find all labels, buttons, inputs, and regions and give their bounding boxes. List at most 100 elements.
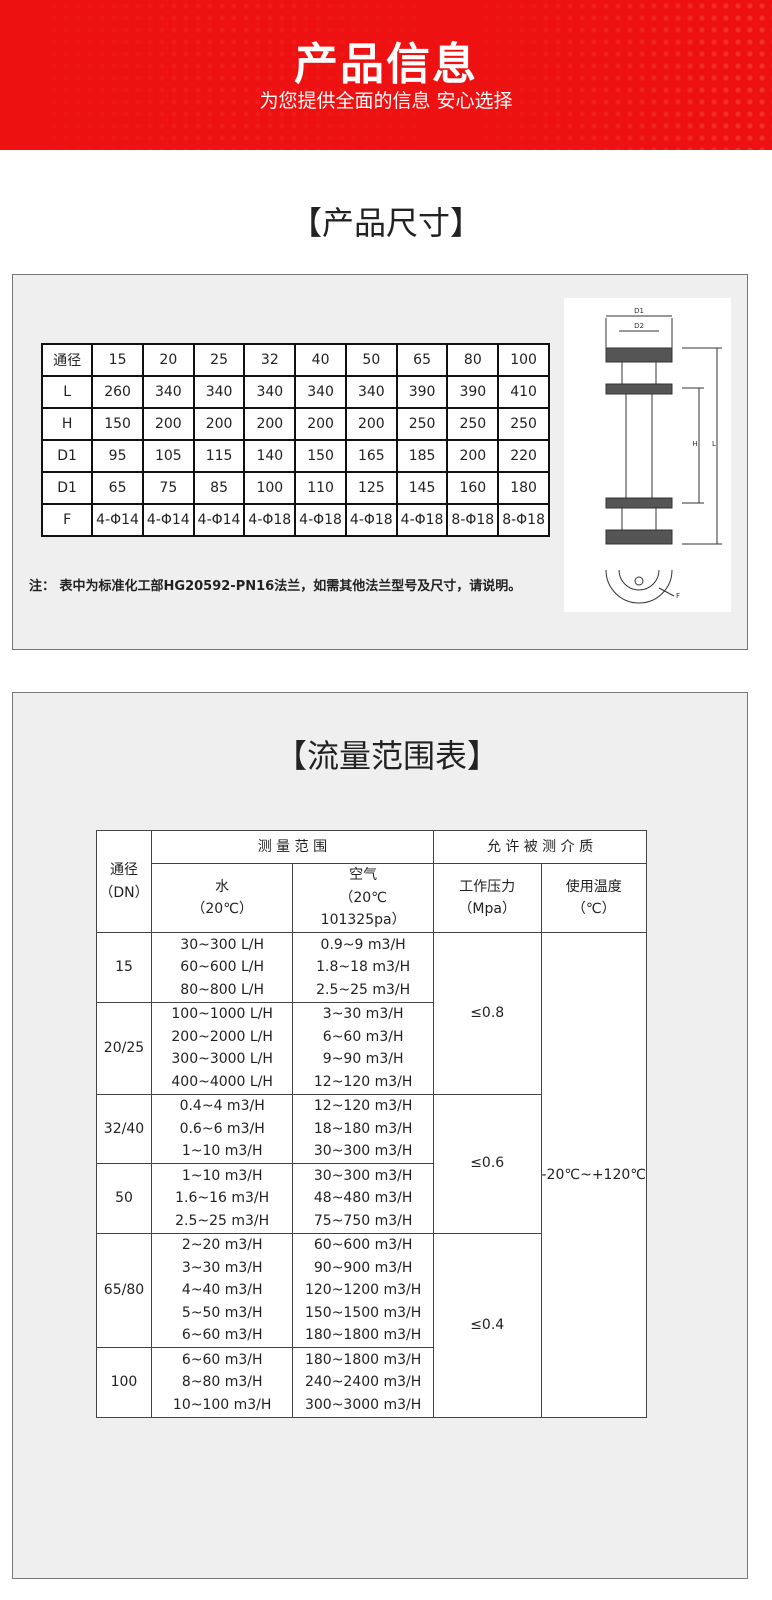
water-cell: 6~60 m3/H 8~80 m3/H 10~100 m3/H <box>150 1347 294 1418</box>
table-cell: 8-Φ18 <box>497 503 550 537</box>
table-cell: 80 <box>446 343 500 377</box>
table-cell: 15 <box>91 343 144 377</box>
cell-line: 100~1000 L/H <box>171 1006 273 1022</box>
cell-line: 60~600 L/H <box>180 959 265 975</box>
table-cell: 4-Φ18 <box>243 503 297 537</box>
table-cell: 115 <box>192 439 246 473</box>
water-cell: 30~300 L/H 60~600 L/H 80~800 L/H <box>150 932 294 1003</box>
hero-banner: 产品信息 为您提供全面的信息 安心选择 <box>0 0 772 150</box>
table-cell: 25 <box>192 343 246 377</box>
table-cell: 200 <box>446 439 500 473</box>
cell-line: 0.4~4 m3/H <box>179 1098 265 1114</box>
diagram-label: D1 <box>634 307 644 315</box>
data-row: 50 1~10 m3/H 1.6~16 m3/H 2.5~25 m3/H 30~300 … <box>96 1163 647 1234</box>
cell-line: 180~1800 m3/H <box>304 1327 422 1343</box>
air-cell: 180~1800 m3/H 240~2400 m3/H 300~3000 m3/H <box>292 1347 434 1418</box>
diagram-label: H <box>692 440 697 448</box>
table-cell: 250 <box>446 407 500 441</box>
hero-title: 产品信息 <box>294 39 478 90</box>
header-cell: 使用温度 （℃） <box>540 863 647 933</box>
table-cell: 200 <box>294 407 347 441</box>
table-cell: 4-Φ18 <box>344 503 398 537</box>
table-cell: 50 <box>344 343 398 377</box>
header-cell: 允 许 被 测 介 质 <box>432 830 648 864</box>
table-cell: 340 <box>294 375 347 409</box>
cell-line: 300~3000 L/H <box>171 1051 273 1067</box>
water-cell: 2~20 m3/H 3~30 m3/H 4~40 m3/H 5~50 m3/H 6~60… <box>150 1232 294 1348</box>
table-cell: 250 <box>395 407 449 441</box>
table-cell: 110 <box>294 471 347 505</box>
table-cell: 95 <box>91 439 144 473</box>
cell-line: 3~30 m3/H <box>181 1259 263 1276</box>
air-cell: 0.9~9 m3/H 1.8~18 m3/H 2.5~25 m3/H <box>292 932 434 1003</box>
table-cell: 410 <box>497 375 550 409</box>
cell-line: 0.9~9 m3/H <box>320 936 406 953</box>
cell-line: 30~300 L/H <box>180 936 265 953</box>
cell-line: （DN） <box>99 884 149 901</box>
header-cell: 水 （20℃） <box>150 863 294 933</box>
dn-cell: 100 <box>96 1347 152 1418</box>
cell-line: 120~1200 m3/H <box>304 1282 422 1298</box>
air-cell: 3~30 m3/H 6~60 m3/H 9~90 m3/H 12~120 m3/H <box>292 1001 434 1095</box>
cell-line: （20℃） <box>191 901 253 917</box>
table-cell: 32 <box>243 343 297 377</box>
table-cell: 340 <box>141 375 195 409</box>
header-cell: 通径 （DN） <box>96 830 152 933</box>
cell-line: 30~300 m3/H <box>313 1143 413 1159</box>
table-cell: 4-Φ18 <box>294 503 347 537</box>
dn-cell: 50 <box>96 1163 152 1234</box>
cell-line: 30~300 m3/H <box>313 1167 413 1184</box>
table-cell: 200 <box>141 407 195 441</box>
table-row: D1 95 105 115 140 150 165 185 200 220 <box>40 439 550 473</box>
cell-line: 空气 <box>349 867 378 884</box>
table-cell: 4-Φ14 <box>192 503 246 537</box>
table-row: D1 65 75 85 100 110 125 145 160 180 <box>40 471 550 505</box>
cell-line: 18~180 m3/H <box>313 1120 413 1137</box>
table-cell: 150 <box>91 407 144 441</box>
water-cell: 0.4~4 m3/H 0.6~6 m3/H 1~10 m3/H <box>150 1093 294 1164</box>
section-title: 【产品尺寸】 <box>289 204 482 242</box>
water-cell: 1~10 m3/H 1.6~16 m3/H 2.5~25 m3/H <box>150 1163 294 1234</box>
table-cell: 通径 <box>40 343 94 377</box>
cell-line: 90~900 m3/H <box>313 1259 413 1276</box>
cell-line: 200~2000 L/H <box>171 1028 273 1045</box>
table-cell: 75 <box>141 471 195 505</box>
table-cell: 340 <box>192 375 246 409</box>
cell-line: 12~120 m3/H <box>313 1098 413 1114</box>
table-cell: 200 <box>192 407 246 441</box>
cell-line: 75~750 m3/H <box>313 1212 413 1229</box>
air-cell: 30~300 m3/H 48~480 m3/H 75~750 m3/H <box>292 1163 434 1234</box>
water-cell: 100~1000 L/H 200~2000 L/H 300~3000 L/H 400~… <box>150 1001 294 1095</box>
cell-line: 2.5~25 m3/H <box>175 1212 270 1229</box>
flow-panel: 【流量范围表】 通径 （DN） 测 量 范 围允 许 被 测 介 质水 （20℃） 空气… <box>12 692 748 1579</box>
dn-cell: 20/25 <box>96 1001 152 1095</box>
pressure-cell: ≤0.6 <box>432 1093 542 1234</box>
temperature-cell: -20℃~+120℃ <box>540 932 647 1418</box>
dn-cell: 15 <box>96 932 152 1003</box>
data-row: 15 30~300 L/H 60~600 L/H 80~800 L/H 0.9~9 m3… <box>96 932 647 1418</box>
table-cell: 140 <box>243 439 297 473</box>
table-cell: 105 <box>141 439 195 473</box>
flow-table: 通径 （DN） 测 量 范 围允 许 被 测 介 质水 （20℃） 空气 （20℃ 1013… <box>96 830 648 1418</box>
cell-line: （Mpa） <box>458 901 516 917</box>
dn-cell: 65/80 <box>96 1232 152 1348</box>
table-row: L 260 340 340 340 340 340 390 390 410 <box>40 375 550 409</box>
cell-line: 4~40 m3/H <box>181 1282 263 1298</box>
pressure-cell: ≤0.4 <box>432 1232 542 1418</box>
table-cell: 220 <box>497 439 550 473</box>
cell-line: 80~800 L/H <box>180 981 265 998</box>
section-title: 【流量范围表】 <box>274 737 499 775</box>
table-cell: 185 <box>395 439 449 473</box>
cell-line: 1~10 m3/H <box>181 1167 263 1184</box>
table-cell: 65 <box>91 471 144 505</box>
table-cell: 40 <box>294 343 347 377</box>
table-cell: 125 <box>344 471 398 505</box>
cell-line: 400~4000 L/H <box>171 1073 273 1090</box>
table-cell: F <box>40 503 94 537</box>
cell-line: 3~30 m3/H <box>322 1006 404 1022</box>
cell-line: 1.8~18 m3/H <box>316 959 411 975</box>
table-cell: 200 <box>243 407 297 441</box>
dimension-table: 通径 15 20 25 32 40 50 65 80 100 L 260 340 340 340 340 340… <box>40 343 550 537</box>
table-cell: 100 <box>497 343 550 377</box>
